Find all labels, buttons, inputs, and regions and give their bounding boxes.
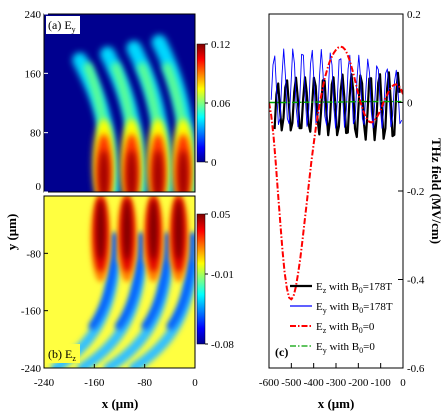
fringe-a-3 <box>151 34 195 192</box>
x-tick-label-b-3: 0 <box>192 377 198 389</box>
panel-b-colorbar-ticks: 0.05 -0.01 -0.08 <box>205 209 234 351</box>
panel-c-label: (c) <box>275 345 288 359</box>
series-line-3 <box>269 100 403 104</box>
panel-b-colorbar <box>196 213 206 345</box>
fringe-b-3 <box>128 196 195 368</box>
cbar-tick-label-1-2: -0.08 <box>211 339 234 351</box>
x-tick-label-c-2: -400 <box>304 377 325 389</box>
x-tick-label-c-5: -100 <box>371 377 392 389</box>
y-tick-label-c-3: -0.4 <box>407 275 425 287</box>
panel-c: -600 -500 -400 -300 -200 -100 0 0.2 0 -0.2 -0.4 -0.… <box>259 9 443 411</box>
y-axis-label-right: THz field (MV/cm) <box>429 138 443 244</box>
panel-a-label: (a) Ey <box>48 18 76 34</box>
x-tick-label-b-0: -240 <box>34 377 55 389</box>
legend-label-0: Ez with B0=178T <box>316 281 392 295</box>
panel-a-colorbar <box>196 43 206 163</box>
x-axis-label-left: x (μm) <box>102 396 139 411</box>
panel-b-label-box <box>46 344 80 363</box>
panel-a-colorbar-ticks: 0.12 0.06 0 <box>205 39 231 169</box>
panel-b-x-ticks: -240 -160 -80 0 <box>34 364 198 389</box>
panel-a-frame <box>43 13 196 193</box>
panel-a-label-box <box>46 16 80 34</box>
legend-label-1: Ey with B0=178T <box>316 301 393 315</box>
panel-c-ticks: -600 -500 -400 -300 -200 -100 0 0.2 0 -0.2 -0.4 -0.… <box>259 9 425 389</box>
panel-c-legend: Ez with B0=178T Ey with B0=178T Ez with B0… <box>290 281 393 355</box>
fringe-a-2 <box>126 40 174 192</box>
x-tick-label-b-2: -80 <box>137 377 152 389</box>
legend-label-2: Ez with B0=0 <box>316 321 375 335</box>
series-line-2 <box>269 45 403 301</box>
panel-b: (b) Ez -80 -160 -240 -240 -160 -80 0 0.05 -0.0… <box>21 195 234 389</box>
panel-a-y-ticks: 240 160 80 0 <box>25 9 48 193</box>
legend-label-3: Ey with B0=0 <box>316 341 375 355</box>
fringe-a-0 <box>72 52 120 192</box>
y-tick-label-b-0: -80 <box>26 248 41 260</box>
cbar-tick-label-0-1: 0.06 <box>211 98 231 110</box>
cbar-tick-label-1-0: 0.05 <box>211 209 231 221</box>
y-tick-label-b-2: -240 <box>21 363 42 375</box>
panel-c-lines <box>269 45 403 301</box>
y-tick-label-a-1: 160 <box>25 68 42 80</box>
cbar-tick-label-0-2: 0 <box>211 157 217 169</box>
y-tick-label-c-4: -0.6 <box>407 363 425 375</box>
x-axis-label-right: x (μm) <box>318 396 355 411</box>
x-tick-label-b-1: -160 <box>84 377 105 389</box>
y-tick-label-a-0: 240 <box>25 9 42 21</box>
y-tick-label-c-1: 0 <box>407 98 413 110</box>
cbar-tick-label-0-0: 0.12 <box>211 39 230 51</box>
x-tick-label-c-3: -300 <box>326 377 347 389</box>
panel-b-frame <box>43 195 196 369</box>
fringe-b-2 <box>103 196 173 368</box>
fringe-b-0 <box>50 196 120 368</box>
x-tick-label-c-1: -500 <box>281 377 302 389</box>
panel-b-label: (b) Ez <box>48 347 76 363</box>
panel-a: (a) Ey 240 160 80 0 0.12 0.06 0 <box>25 9 231 193</box>
cbar-tick-label-1-1: -0.01 <box>211 269 234 281</box>
series-line-1 <box>270 48 403 129</box>
y-tick-label-b-1: -160 <box>21 306 42 318</box>
fringe-b-1 <box>77 196 147 368</box>
y-tick-label-a-3: 0 <box>36 181 42 193</box>
y-tick-label-c-2: -0.2 <box>407 186 424 198</box>
panel-b-fringes <box>50 196 195 368</box>
y-axis-label-left: y (μm) <box>4 214 19 251</box>
x-tick-label-c-0: -600 <box>259 377 280 389</box>
y-tick-label-a-2: 80 <box>30 128 42 140</box>
y-tick-label-c-0: 0.2 <box>407 9 421 21</box>
panel-b-y-ticks: -80 -160 -240 <box>21 248 48 375</box>
panel-c-frame <box>268 13 404 369</box>
fringe-a-1 <box>100 46 148 192</box>
x-tick-label-c-6: 0 <box>400 377 406 389</box>
x-tick-label-c-4: -200 <box>348 377 369 389</box>
panel-a-fringes <box>72 34 195 192</box>
